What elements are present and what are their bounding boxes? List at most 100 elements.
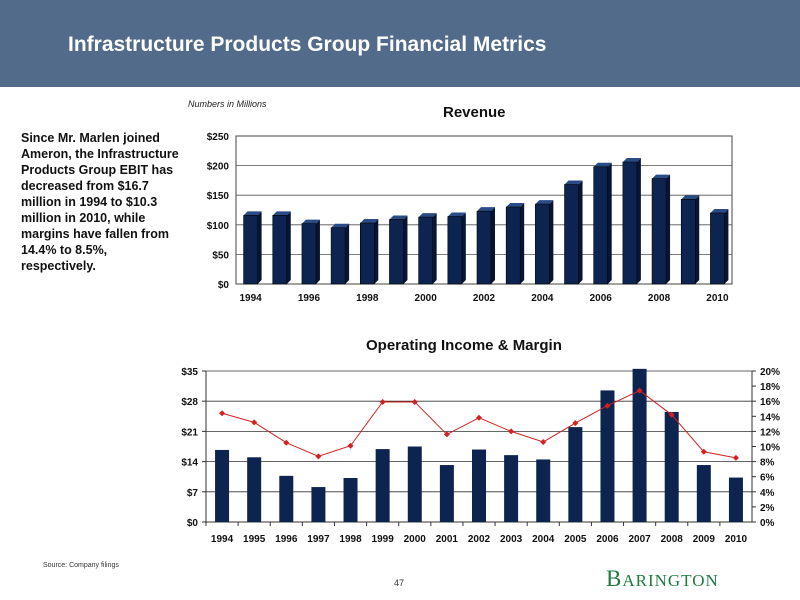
income-y-right-tick-label: 0% [760,518,775,529]
revenue-bar [476,210,492,285]
operating-income-bar [247,457,262,522]
income-x-tick-label: 1999 [372,534,395,545]
margin-point [604,402,611,409]
revenue-bar [272,215,288,285]
revenue-y-tick-label: $200 [207,162,230,173]
income-x-tick-label: 2001 [436,534,459,545]
operating-income-bar [568,427,583,522]
revenue-bar-side [374,219,379,284]
revenue-bar-side [549,200,554,284]
operating-income-bar [311,487,326,522]
income-x-tick-label: 2004 [532,534,555,545]
revenue-chart-title: Revenue [443,104,506,121]
income-y-left-tick-label: $0 [187,518,199,529]
operating-income-bar [215,449,230,522]
revenue-x-tick-label: 1998 [356,293,379,304]
revenue-bar-top [506,203,525,208]
margin-point [347,442,354,449]
revenue-bar-side [286,211,291,284]
operating-income-bar [600,390,615,522]
income-x-tick-label: 2000 [404,534,427,545]
logo-rest: ARINGTON [622,571,719,590]
revenue-bar-top [681,195,700,200]
revenue-x-tick-label: 2002 [473,293,496,304]
operating-income-bar [728,477,743,522]
income-y-right-tick-label: 10% [760,443,780,454]
summary-text: Since Mr. Marlen joined Ameron, the Infr… [21,131,179,273]
income-x-tick-label: 1998 [339,534,362,545]
logo-initial: B [606,566,623,591]
revenue-bar [389,219,404,285]
revenue-bar-top [331,223,350,228]
page-number: 47 [394,578,405,588]
revenue-bar [359,222,375,285]
income-y-right-tick-label: 20% [760,367,780,378]
margin-point [636,387,643,394]
income-x-tick-label: 1995 [243,534,266,545]
income-x-tick-label: 2005 [564,534,587,545]
income-y-right-tick-label: 14% [760,412,780,423]
revenue-x-tick-label: 2000 [415,293,438,304]
revenue-bar-top [593,162,612,167]
operating-income-bar [536,459,551,522]
revenue-bar-side [695,195,700,284]
operating-income-bar [407,446,422,522]
title-banner: Infrastructure Products Group Financial … [0,0,800,87]
income-y-left-tick-label: $35 [181,367,198,378]
revenue-bar-top [535,200,554,205]
revenue-bar-top [272,211,291,216]
revenue-bar-top [418,213,437,218]
income-x-tick-label: 2010 [725,534,748,545]
income-y-right-tick-label: 4% [760,488,775,499]
revenue-bar-side [432,213,437,284]
revenue-bar-side [403,215,408,284]
operating-income-bar [375,449,390,522]
revenue-bar [680,199,696,285]
revenue-bar-side [636,158,641,284]
revenue-bar-side [491,207,495,284]
operating-income-bar [472,449,486,522]
margin-point [732,454,739,461]
revenue-bar-side [461,212,466,284]
revenue-bar [447,216,463,285]
income-x-tick-label: 2002 [468,534,491,545]
income-x-tick-label: 2006 [596,534,619,545]
revenue-bar [535,203,550,285]
revenue-x-tick-label: 1994 [239,293,262,304]
margin-point [251,419,258,426]
revenue-bar-top [243,211,262,216]
income-y-right-tick-label: 8% [760,458,775,469]
units-note: Numbers in Millions [188,99,267,109]
revenue-bar-side [315,219,320,284]
page-title: Infrastructure Products Group Financial … [68,33,547,56]
revenue-bar [418,216,433,285]
income-y-left-tick-label: $21 [181,427,198,438]
margin-point [315,453,322,460]
revenue-bar [710,212,725,285]
revenue-bar-top [360,219,379,224]
margin-point [411,398,418,405]
revenue-bar-side [345,223,350,284]
revenue-bar-side [520,203,525,284]
margin-point [508,428,515,435]
revenue-x-tick-label: 2006 [590,293,613,304]
revenue-bar [622,161,638,285]
revenue-bar [593,166,609,285]
revenue-bar [651,178,667,285]
revenue-bar-side [257,211,262,284]
revenue-bar-side [666,174,671,284]
income-x-tick-label: 2009 [693,534,716,545]
margin-point [572,420,579,427]
margin-point [700,448,707,455]
revenue-bar-top [652,174,671,179]
income-y-right-tick-label: 12% [760,427,780,438]
revenue-x-tick-label: 2010 [706,293,729,304]
margin-point [540,438,547,445]
margin-point [668,411,675,418]
income-x-tick-label: 1997 [307,534,330,545]
income-x-tick-label: 2003 [500,534,523,545]
revenue-x-tick-label: 2004 [531,293,554,304]
income-x-tick-label: 1996 [275,534,298,545]
